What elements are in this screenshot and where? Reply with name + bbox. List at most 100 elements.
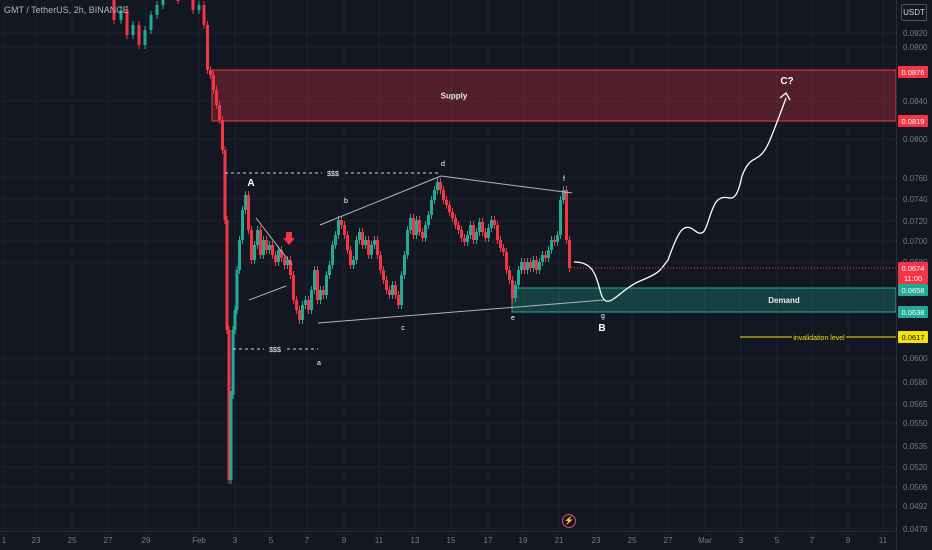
projection-path — [573, 97, 787, 302]
candle-body — [502, 248, 505, 252]
price-label-bg — [898, 66, 928, 78]
candle-body — [227, 330, 231, 480]
candle-body — [532, 260, 535, 268]
wave-label: A — [247, 178, 254, 189]
x-axis-separator — [0, 531, 896, 532]
candle-body — [511, 280, 514, 298]
x-tick-label: 7 — [810, 536, 815, 545]
candle-body — [238, 240, 241, 270]
candle-body — [209, 70, 212, 75]
lower-triangle-line — [317, 299, 605, 324]
invalidation-label-bg — [792, 332, 846, 342]
candle-body — [493, 220, 496, 225]
x-tick-label: 27 — [664, 536, 673, 545]
candle-body — [337, 220, 340, 235]
candle-body — [535, 260, 538, 270]
y-tick-label: 0.0600 — [903, 354, 928, 363]
x-tick-label: 11 — [375, 536, 384, 545]
candle-body — [364, 240, 367, 245]
candle-body — [322, 290, 325, 295]
x-tick-label: 13 — [411, 536, 420, 545]
candle-body — [523, 262, 526, 270]
y-tick-label: 0.0550 — [903, 419, 928, 428]
x-tick-label: 23 — [32, 536, 41, 545]
y-tick-label: 0.0740 — [903, 195, 928, 204]
candle-body — [490, 220, 493, 228]
y-tick-label: 0.0700 — [903, 237, 928, 246]
candle-body — [466, 235, 469, 242]
y-tick-label: 0.0800 — [903, 135, 928, 144]
candle-body — [310, 290, 313, 310]
candle-body — [430, 200, 433, 215]
candle-body — [206, 25, 209, 70]
price-label: 0.0617 — [902, 333, 925, 342]
y-axis: 0.0920 0.0900 0.0840 0.0800 0.0760 0.0740 0.07… — [898, 29, 928, 534]
candle-body — [280, 250, 283, 258]
candle-body — [487, 228, 490, 238]
x-tick-label: Mar — [698, 536, 712, 545]
y-tick-label: 0.0492 — [903, 502, 928, 511]
candle-body — [553, 240, 556, 242]
candle-body — [301, 305, 304, 320]
x-tick-label: 27 — [104, 536, 113, 545]
candle-body — [547, 250, 550, 258]
supply-label: Supply — [441, 92, 468, 101]
candle-body — [241, 210, 244, 240]
liquidity-label: $$$ — [327, 171, 339, 178]
wave-label: c — [401, 325, 405, 332]
upper-left-line — [319, 175, 442, 226]
candle-body — [155, 5, 159, 15]
wave-label: d — [441, 161, 445, 168]
wave-label: f — [563, 176, 565, 183]
candle-body — [541, 255, 544, 262]
candle-body — [340, 220, 343, 225]
candle-body — [508, 270, 511, 280]
candle-body — [233, 310, 237, 330]
candle-body — [112, 0, 116, 20]
candle-body — [355, 240, 358, 260]
lightning-icon[interactable]: ⚡ — [562, 514, 576, 528]
candle-body — [463, 238, 466, 242]
candle-body — [460, 230, 463, 238]
price-label: 0.0876 — [902, 68, 925, 77]
candle-body — [520, 262, 523, 270]
x-axis: 1 23 25 27 29 Feb 3 5 7 9 11 13 15 17 19 21 23 25 27 Mar 3 5 7… — [2, 536, 888, 545]
candle-body — [247, 195, 250, 230]
candle-body — [283, 258, 286, 265]
candle-body — [499, 240, 502, 248]
currency-button[interactable]: USDT — [901, 4, 927, 21]
candle-body — [265, 240, 268, 250]
price-label-bg — [898, 331, 928, 343]
candle-body — [125, 10, 129, 35]
y-tick-label: 0.0520 — [903, 463, 928, 472]
candle-body — [271, 245, 274, 255]
candle-body — [343, 225, 346, 235]
candle-body — [229, 395, 233, 480]
x-tick-label: 9 — [342, 536, 347, 545]
candle-body — [328, 265, 331, 275]
x-tick-label: 7 — [305, 536, 310, 545]
invalidation-label: invalidation level — [793, 335, 845, 342]
candle-body — [544, 255, 547, 258]
candle-body — [379, 255, 382, 270]
grid — [0, 0, 896, 531]
candle-body — [367, 240, 370, 255]
candle-body — [556, 235, 559, 242]
candle-body — [403, 255, 406, 275]
demand-zone — [511, 287, 897, 313]
price-label-bg — [898, 262, 928, 274]
candle-body — [307, 300, 310, 310]
upper-right-line — [440, 175, 573, 194]
candle-body — [451, 212, 454, 218]
candles — [112, 0, 571, 484]
candle-body — [505, 252, 508, 270]
candle-body — [334, 235, 337, 245]
x-tick-label: 11 — [879, 536, 888, 545]
candle-body — [436, 182, 439, 190]
price-label: 0.0658 — [902, 286, 925, 295]
candle-body — [131, 25, 135, 35]
candle-body — [298, 310, 301, 320]
candle-body — [289, 260, 292, 275]
